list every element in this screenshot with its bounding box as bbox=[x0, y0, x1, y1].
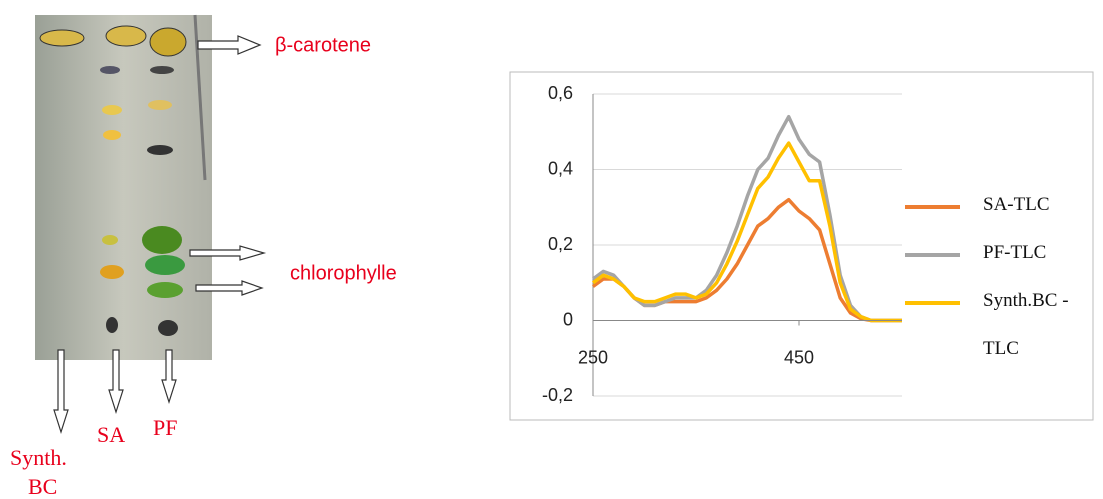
y-tick-label: 0 bbox=[563, 309, 573, 329]
lane-label: Synth. bbox=[10, 445, 67, 470]
legend-swatch bbox=[905, 205, 960, 209]
y-tick-label: -0,2 bbox=[542, 385, 573, 405]
tlc-plate bbox=[35, 15, 212, 360]
legend-item: PF-TLC bbox=[905, 243, 1078, 277]
x-tick-label: 450 bbox=[784, 347, 814, 367]
legend-item: SA-TLC bbox=[905, 195, 1078, 229]
x-tick-label: 250 bbox=[578, 347, 608, 367]
y-tick-label: 0,2 bbox=[548, 234, 573, 254]
y-tick-label: 0,4 bbox=[548, 158, 573, 178]
page: β-carotene chlorophylle Synth. BC SA PF … bbox=[0, 0, 1103, 499]
annotation: β-carotene bbox=[275, 34, 371, 56]
chart: -0,2 0 0,2 0,4 0,6 250 450 bbox=[542, 83, 902, 405]
legend-label: PF-TLC bbox=[983, 229, 1078, 277]
legend-label: SA-TLC bbox=[983, 181, 1078, 229]
y-tick-label: 0,6 bbox=[548, 83, 573, 103]
legend-item: Synth.BC -TLC bbox=[905, 291, 1078, 373]
legend-swatch bbox=[905, 301, 960, 305]
legend-swatch bbox=[905, 253, 960, 257]
annotation: chlorophylle bbox=[290, 262, 397, 284]
lane-label: PF bbox=[153, 415, 177, 440]
legend-label: Synth.BC -TLC bbox=[983, 277, 1078, 373]
lane-label: BC bbox=[28, 474, 57, 499]
lane-label: SA bbox=[97, 422, 125, 447]
